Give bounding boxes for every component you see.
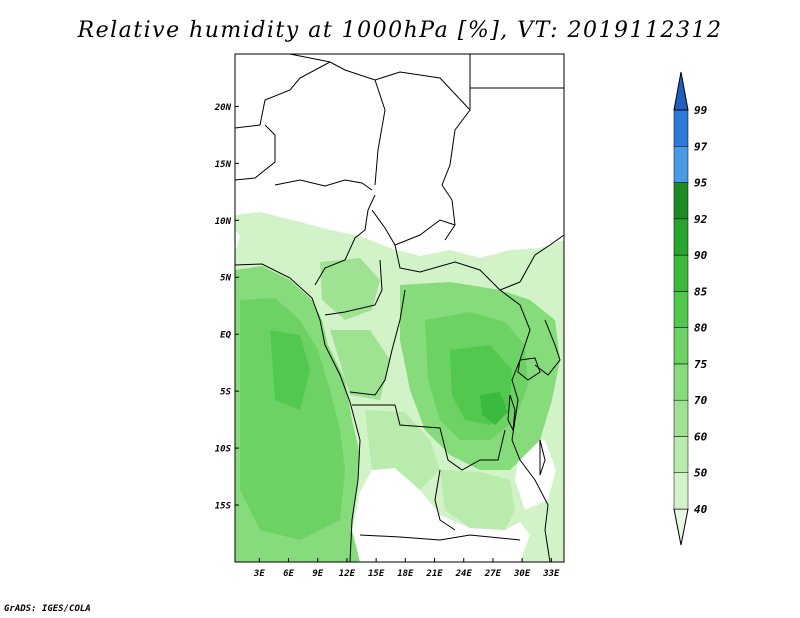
- colorbar-label: 92: [694, 213, 708, 226]
- border-niger-chad: [374, 79, 386, 186]
- colorbar-segment: [673, 109, 689, 147]
- colorbar-label: 75: [694, 358, 708, 371]
- country-borders: [235, 54, 564, 562]
- colorbar-segment: [673, 399, 689, 437]
- humidity-area-ocean-darker: [270, 330, 310, 410]
- colorbar-label: 40: [694, 503, 708, 516]
- colorbar-arrow-high: [673, 71, 689, 111]
- colorbar-label: 95: [694, 177, 708, 190]
- lat-tick-label: 10S: [215, 445, 232, 455]
- colorbar: 40 50 60 70 75 80 85 90 92 95 97 99: [673, 71, 708, 546]
- lon-tick-label: 18E: [397, 569, 414, 579]
- lake-malawi: [539, 439, 546, 476]
- humidity-area-cameroon: [320, 258, 380, 320]
- lon-tick-label: 12E: [339, 569, 356, 579]
- lat-tick-label: 15S: [215, 502, 232, 512]
- humidity-field: [235, 212, 564, 562]
- colorbar-segment: [673, 146, 689, 183]
- lon-tick-label: 27E: [484, 569, 502, 579]
- lat-tick-label: 5S: [220, 388, 231, 398]
- lat-tick-label: EQ: [220, 331, 231, 341]
- lon-tick-label: 21E: [425, 569, 443, 579]
- border-mozambique: [519, 459, 551, 562]
- border-east-africa: [499, 289, 531, 461]
- border-angola-zambia: [434, 469, 456, 531]
- longitude-axis: 3E 6E 9E 12E 15E 18E 21E 24E 27E 30E 33E: [253, 558, 560, 579]
- map-title: Relative humidity at 1000hPa [%], VT: 20…: [77, 18, 723, 43]
- lake-tanganyika: [507, 394, 516, 432]
- lat-tick-label: 20N: [214, 103, 232, 113]
- colorbar-arrow-low: [673, 508, 689, 546]
- border-drc-angola: [352, 404, 506, 471]
- colorbar-label: 99: [694, 104, 708, 117]
- humidity-area-congo-west: [330, 330, 390, 400]
- dry-area-north: [235, 230, 240, 250]
- colorbar-segment: [673, 436, 689, 473]
- lon-tick-label: 30E: [513, 569, 531, 579]
- border-niger-nigeria: [235, 124, 276, 181]
- border-niger-algeria: [235, 61, 331, 129]
- lat-tick-label: 15N: [215, 160, 232, 170]
- colorbar-label: 97: [694, 140, 708, 153]
- lat-tick-label: 5N: [220, 274, 231, 284]
- lon-tick-label: 3E: [253, 569, 265, 579]
- border-nigeria-cameroon: [314, 194, 376, 286]
- humidity-area-ocean-dark: [240, 298, 345, 540]
- colorbar-segment: [673, 291, 689, 328]
- colorbar-segment: [673, 327, 689, 365]
- border-nigeria-north: [274, 179, 373, 191]
- lon-tick-label: 9E: [312, 569, 323, 579]
- border-cameroon-congo: [324, 259, 383, 316]
- border-congo-drc: [349, 289, 406, 396]
- border-namibia: [359, 534, 521, 541]
- colorbar-label: 50: [694, 467, 708, 480]
- border-uganda-kenya: [534, 319, 561, 376]
- map-frame: [234, 53, 565, 563]
- colorbar-label: 85: [694, 285, 708, 298]
- colorbar-label: 80: [694, 322, 708, 335]
- humidity-area-congo-max: [480, 392, 508, 425]
- lat-tick-label: 10N: [215, 217, 232, 227]
- dry-area-south: [350, 468, 530, 562]
- border-chad-car: [371, 209, 456, 246]
- humidity-area-angola: [365, 410, 440, 490]
- colorbar-segment: [673, 363, 689, 401]
- border-libya-chad: [289, 54, 471, 112]
- lon-tick-label: 33E: [542, 569, 560, 579]
- colorbar-segment: [673, 182, 689, 220]
- colorbar-segment: [673, 472, 689, 510]
- lon-tick-label: 24E: [455, 569, 473, 579]
- colorbar-segment: [673, 254, 689, 292]
- colorbar-label: 90: [694, 249, 708, 262]
- dry-area-southeast: [515, 440, 556, 510]
- coastline-west: [235, 263, 361, 562]
- lon-tick-label: 6E: [283, 569, 294, 579]
- colorbar-label: 70: [694, 394, 708, 407]
- lon-tick-label: 15E: [368, 569, 385, 579]
- colorbar-segment: [673, 218, 689, 256]
- grads-credit: GrADS: IGES/COLA: [4, 604, 91, 614]
- colorbar-label: 60: [694, 430, 708, 443]
- lake-victoria: [517, 357, 541, 381]
- border-south-sudan: [519, 234, 564, 283]
- humidity-area-zambia: [440, 470, 515, 530]
- border-chad-sudan: [441, 109, 471, 241]
- latitude-axis: 20N 15N 10N 5N EQ 5S 10S 15S: [214, 103, 239, 512]
